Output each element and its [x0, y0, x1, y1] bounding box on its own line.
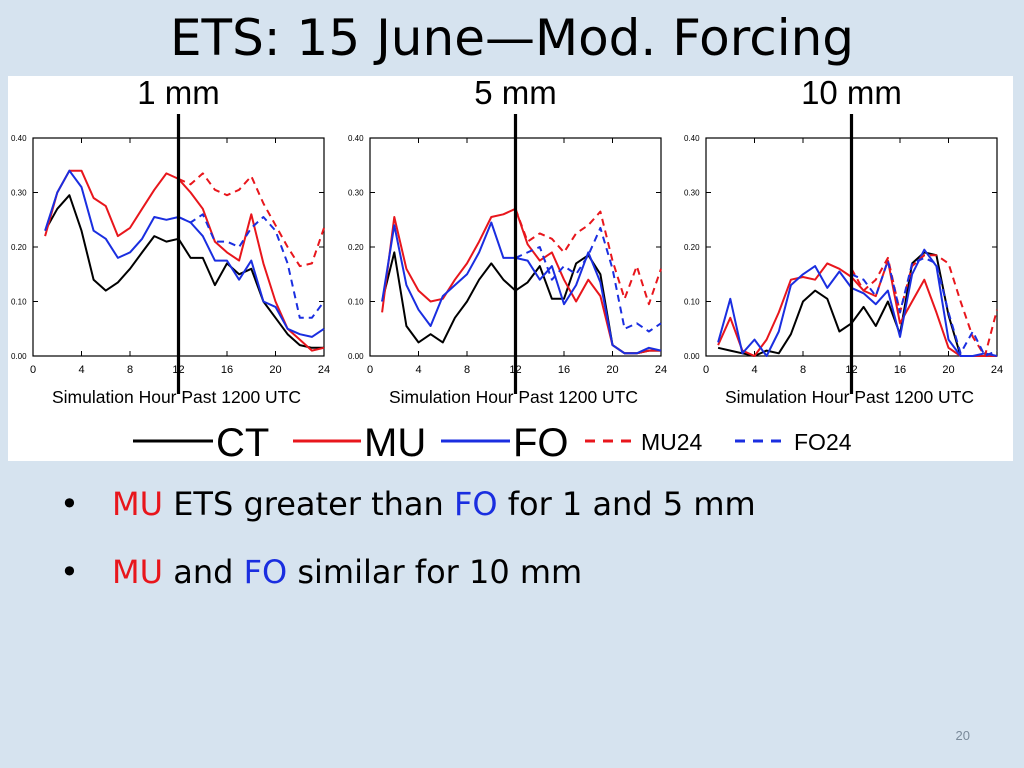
x-tick-label: 24: [655, 364, 667, 376]
series-line-fo24: [851, 256, 998, 357]
legend-label: CT: [216, 421, 269, 461]
series-line-fo: [717, 248, 998, 357]
x-tick-label: 0: [367, 364, 373, 376]
x-tick-label: 20: [269, 364, 281, 376]
y-tick-label: 0.40: [348, 134, 364, 143]
bullet-dot-icon: •: [60, 485, 79, 523]
ets-figure: 0.000.100.200.300.4004812162024Simulatio…: [8, 76, 1013, 461]
series-line-fo24: [515, 226, 662, 333]
panel-title: 1 mm: [137, 76, 220, 111]
x-tick-label: 0: [30, 364, 36, 376]
bullet-item: • MU ETS greater than FO for 1 and 5 mm: [60, 480, 960, 548]
x-tick-label: 16: [894, 364, 906, 376]
bullet-item: • MU and FO similar for 10 mm: [60, 548, 960, 616]
y-tick-label: 0.40: [684, 134, 700, 143]
y-tick-label: 0.10: [348, 298, 364, 307]
y-tick-label: 0.30: [348, 189, 364, 198]
ets-charts-svg: 0.000.100.200.300.4004812162024Simulatio…: [11, 76, 1003, 461]
y-tick-label: 0.30: [11, 189, 27, 198]
legend-label: MU: [364, 421, 426, 461]
x-tick-label: 16: [558, 364, 570, 376]
bullet-list: • MU ETS greater than FO for 1 and 5 mm …: [60, 480, 960, 616]
series-line-mu: [44, 169, 325, 352]
x-axis-label: Simulation Hour Past 1200 UTC: [389, 387, 638, 407]
series-line-mu24: [514, 208, 662, 306]
y-tick-label: 0.20: [684, 243, 700, 252]
bullet-dot-icon: •: [60, 553, 79, 591]
x-tick-label: 24: [318, 364, 330, 376]
series-line-ct: [44, 194, 324, 349]
series-line-ct: [381, 251, 661, 355]
x-tick-label: 8: [127, 364, 133, 376]
x-tick-label: 4: [751, 364, 757, 376]
series-line-mu24: [178, 172, 325, 268]
y-tick-label: 0.00: [684, 352, 700, 361]
x-tick-label: 0: [703, 364, 709, 376]
y-tick-label: 0.00: [11, 352, 27, 361]
y-tick-label: 0.30: [684, 189, 700, 198]
bullet-text: MU and FO similar for 10 mm: [112, 553, 583, 591]
slide-title: ETS: 15 June—Mod. Forcing: [169, 9, 855, 67]
x-tick-label: 24: [991, 364, 1003, 376]
y-tick-label: 0.20: [11, 243, 27, 252]
series-line-ct: [717, 251, 997, 357]
x-tick-label: 20: [942, 364, 954, 376]
series-line-fo: [381, 221, 662, 355]
x-tick-label: 4: [415, 364, 421, 376]
bullet-text: MU ETS greater than FO for 1 and 5 mm: [112, 485, 756, 523]
x-axis-label: Simulation Hour Past 1200 UTC: [52, 387, 301, 407]
y-tick-label: 0.20: [348, 243, 364, 252]
series-line-fo24: [178, 213, 325, 319]
panel-title: 10 mm: [801, 76, 902, 111]
legend-label: FO: [513, 421, 569, 461]
series-line-mu24: [850, 254, 998, 357]
x-tick-label: 8: [464, 364, 470, 376]
x-tick-label: 8: [800, 364, 806, 376]
y-tick-label: 0.40: [11, 134, 27, 143]
y-tick-label: 0.10: [684, 298, 700, 307]
x-tick-label: 16: [221, 364, 233, 376]
legend-label: FO24: [794, 429, 852, 455]
page-number: 20: [955, 728, 970, 743]
panel-title: 5 mm: [474, 76, 557, 111]
y-tick-label: 0.00: [348, 352, 364, 361]
legend-label: MU24: [641, 429, 703, 455]
x-axis-label: Simulation Hour Past 1200 UTC: [725, 387, 974, 407]
x-tick-label: 20: [606, 364, 618, 376]
y-tick-label: 0.10: [11, 298, 27, 307]
x-tick-label: 4: [78, 364, 84, 376]
series-line-mu: [717, 259, 997, 357]
